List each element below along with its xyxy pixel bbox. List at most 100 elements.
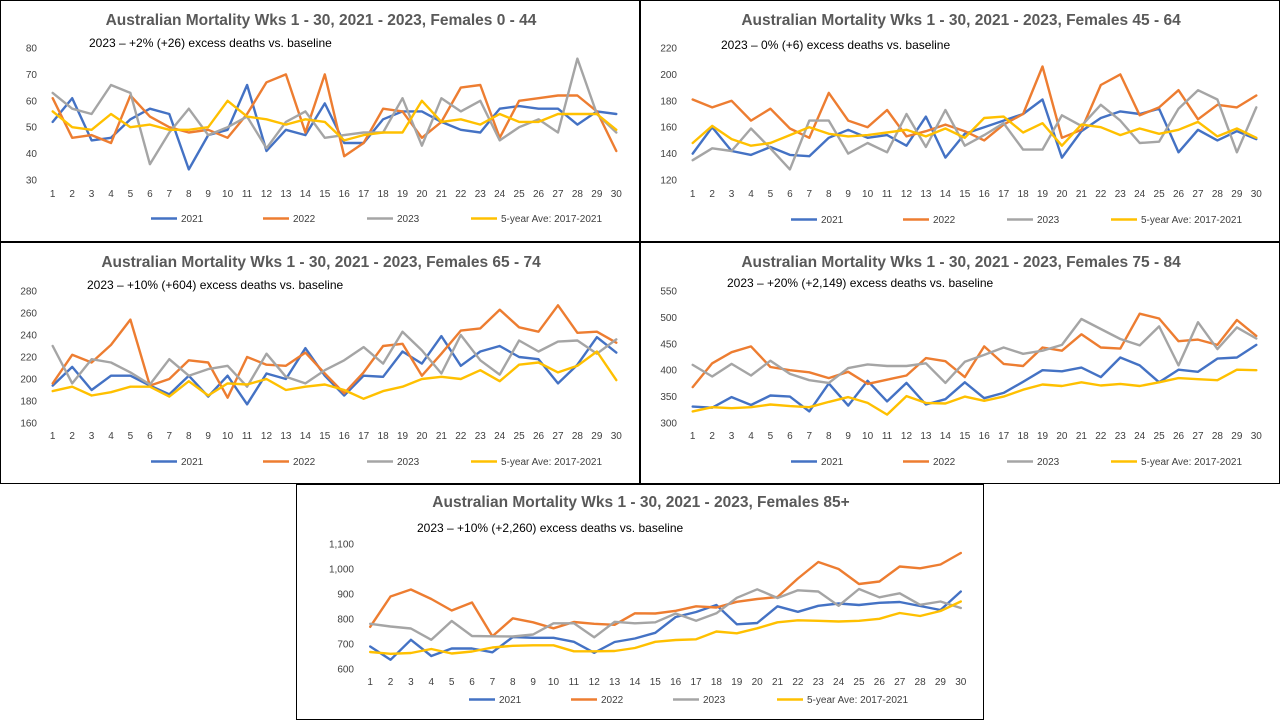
x-tick-label: 26 bbox=[1173, 431, 1185, 442]
x-tick-label: 2 bbox=[388, 677, 394, 688]
legend-label: 2023 bbox=[397, 457, 420, 468]
chart-females-0-44: Australian Mortality Wks 1 - 30, 2021 - … bbox=[26, 12, 622, 225]
x-tick-label: 14 bbox=[300, 431, 312, 442]
y-tick-label: 220 bbox=[20, 353, 37, 364]
chart-females-65-74: Australian Mortality Wks 1 - 30, 2021 - … bbox=[20, 254, 622, 468]
x-tick-label: 13 bbox=[280, 189, 292, 200]
legend-label: 5-year Ave: 2017-2021 bbox=[1141, 457, 1242, 468]
x-tick-label: 29 bbox=[935, 677, 947, 688]
x-tick-label: 24 bbox=[494, 431, 506, 442]
legend-label: 2022 bbox=[933, 457, 956, 468]
x-tick-label: 1 bbox=[50, 431, 56, 442]
x-tick-label: 13 bbox=[920, 431, 932, 442]
legend-label: 2023 bbox=[703, 695, 726, 706]
y-tick-label: 600 bbox=[337, 665, 354, 676]
x-tick-label: 2 bbox=[69, 189, 75, 200]
x-tick-label: 22 bbox=[792, 677, 804, 688]
y-tick-label: 300 bbox=[660, 419, 677, 430]
x-tick-label: 6 bbox=[147, 189, 153, 200]
x-tick-label: 21 bbox=[1076, 189, 1088, 200]
x-tick-label: 5 bbox=[128, 431, 134, 442]
y-tick-label: 180 bbox=[20, 397, 37, 408]
x-tick-label: 29 bbox=[591, 189, 603, 200]
x-tick-label: 7 bbox=[167, 189, 173, 200]
x-tick-label: 10 bbox=[222, 431, 234, 442]
x-tick-label: 9 bbox=[845, 189, 851, 200]
y-tick-label: 700 bbox=[337, 640, 354, 651]
x-tick-label: 26 bbox=[874, 677, 886, 688]
x-tick-label: 14 bbox=[940, 189, 952, 200]
x-tick-label: 27 bbox=[894, 677, 906, 688]
legend-label: 2022 bbox=[933, 215, 956, 226]
x-tick-label: 21 bbox=[436, 189, 448, 200]
series-line-2022 bbox=[691, 312, 1258, 389]
x-tick-label: 28 bbox=[572, 189, 584, 200]
y-tick-label: 350 bbox=[660, 392, 677, 403]
y-tick-label: 160 bbox=[20, 419, 37, 430]
x-tick-label: 5 bbox=[768, 431, 774, 442]
x-tick-label: 4 bbox=[429, 677, 435, 688]
y-tick-label: 550 bbox=[660, 287, 677, 298]
x-tick-label: 11 bbox=[882, 189, 893, 200]
x-tick-label: 6 bbox=[787, 189, 793, 200]
y-tick-label: 500 bbox=[660, 313, 677, 324]
x-tick-label: 18 bbox=[378, 431, 390, 442]
chart-title: Australian Mortality Wks 1 - 30, 2021 - … bbox=[741, 12, 1181, 29]
x-tick-label: 23 bbox=[1115, 431, 1127, 442]
x-tick-label: 5 bbox=[449, 677, 455, 688]
x-tick-label: 10 bbox=[862, 189, 874, 200]
x-tick-label: 12 bbox=[589, 677, 601, 688]
y-tick-label: 280 bbox=[20, 287, 37, 298]
series-line-2023 bbox=[51, 57, 618, 166]
x-tick-label: 8 bbox=[826, 431, 832, 442]
y-tick-label: 220 bbox=[660, 44, 677, 55]
x-tick-label: 14 bbox=[300, 189, 312, 200]
x-tick-label: 1 bbox=[367, 677, 373, 688]
x-tick-label: 25 bbox=[1154, 431, 1166, 442]
x-tick-label: 10 bbox=[548, 677, 560, 688]
series-line-2023 bbox=[691, 317, 1258, 385]
x-tick-label: 2 bbox=[69, 431, 75, 442]
x-tick-label: 13 bbox=[609, 677, 621, 688]
series-line-2021 bbox=[691, 98, 1258, 159]
x-tick-label: 16 bbox=[339, 431, 351, 442]
x-tick-label: 20 bbox=[416, 431, 428, 442]
x-tick-label: 28 bbox=[1212, 431, 1224, 442]
x-tick-label: 18 bbox=[378, 189, 390, 200]
x-tick-label: 10 bbox=[862, 431, 874, 442]
x-tick-label: 22 bbox=[1095, 431, 1107, 442]
chart-subtitle: 2023 – +10% (+604) excess deaths vs. bas… bbox=[87, 278, 343, 292]
x-tick-label: 24 bbox=[1134, 431, 1146, 442]
x-tick-label: 26 bbox=[533, 431, 545, 442]
series-line-2022 bbox=[51, 73, 618, 158]
x-tick-label: 22 bbox=[455, 189, 467, 200]
y-tick-label: 260 bbox=[20, 309, 37, 320]
chart-subtitle: 2023 – +20% (+2,149) excess deaths vs. b… bbox=[727, 276, 994, 290]
y-tick-label: 60 bbox=[26, 96, 38, 107]
x-tick-label: 4 bbox=[108, 189, 114, 200]
legend-label: 2022 bbox=[293, 457, 316, 468]
x-tick-label: 17 bbox=[358, 189, 370, 200]
legend-label: 2021 bbox=[181, 457, 204, 468]
x-tick-label: 15 bbox=[959, 431, 971, 442]
chart-panel-females-75-84: Australian Mortality Wks 1 - 30, 2021 - … bbox=[640, 242, 1280, 484]
x-tick-label: 9 bbox=[845, 431, 851, 442]
x-tick-label: 16 bbox=[670, 677, 682, 688]
x-tick-label: 29 bbox=[591, 431, 603, 442]
x-tick-label: 20 bbox=[1056, 189, 1068, 200]
x-tick-label: 3 bbox=[89, 189, 95, 200]
x-tick-label: 12 bbox=[901, 431, 913, 442]
x-tick-label: 15 bbox=[319, 189, 331, 200]
chart-females-85-plus: Australian Mortality Wks 1 - 30, 2021 - … bbox=[329, 494, 967, 706]
series-line-2021 bbox=[368, 590, 962, 662]
x-tick-label: 26 bbox=[533, 189, 545, 200]
series-line-2023 bbox=[368, 587, 962, 642]
x-tick-label: 17 bbox=[358, 431, 370, 442]
chart-subtitle: 2023 – +10% (+2,260) excess deaths vs. b… bbox=[417, 521, 684, 535]
y-tick-label: 70 bbox=[26, 70, 38, 81]
x-tick-label: 30 bbox=[955, 677, 967, 688]
chart-title: Australian Mortality Wks 1 - 30, 2021 - … bbox=[432, 494, 849, 511]
x-tick-label: 1 bbox=[690, 431, 696, 442]
x-tick-label: 7 bbox=[167, 431, 173, 442]
y-tick-label: 200 bbox=[20, 375, 37, 386]
